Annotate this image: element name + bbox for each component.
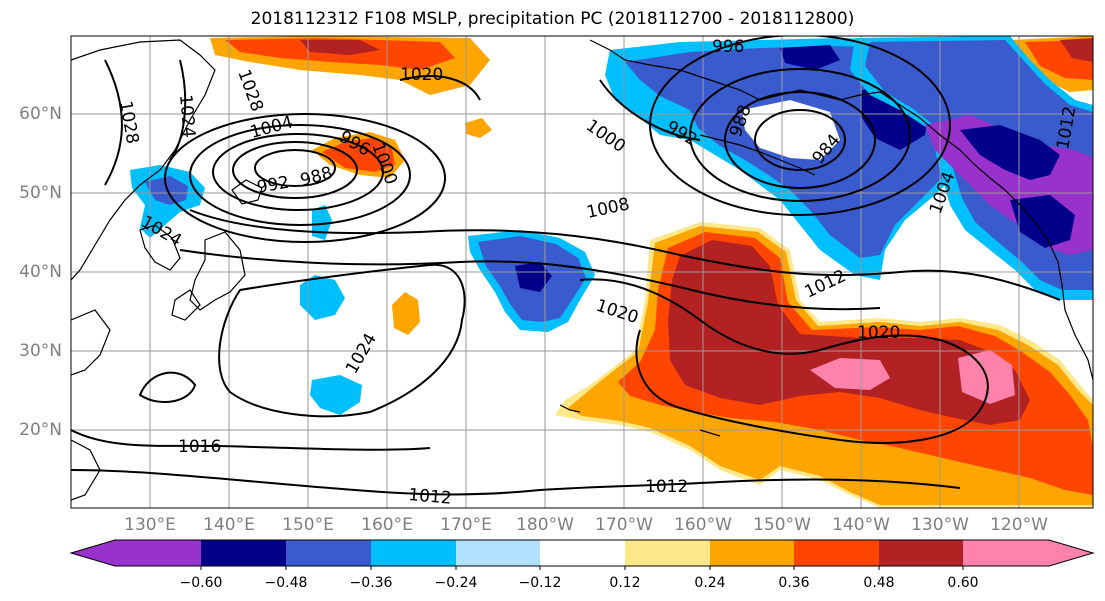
map-title: 2018112312 F108 MSLP, precipitation PC (… — [250, 9, 855, 29]
colorbar-bin — [456, 540, 540, 566]
lon-label: 140°E — [203, 515, 255, 535]
colorbar — [69, 539, 1095, 570]
lat-label: 40°N — [19, 262, 62, 282]
colorbar-bin — [286, 540, 371, 566]
lat-label: 30°N — [19, 341, 62, 361]
lat-label: 20°N — [19, 420, 62, 440]
lon-label: 150°W — [753, 515, 811, 535]
coastlines — [71, 39, 1093, 501]
colorbar-bin — [371, 540, 456, 566]
colorbar-tick-label: 0.60 — [947, 575, 979, 591]
colorbar-bin — [879, 540, 963, 566]
colorbar-tick-label: 0.24 — [694, 575, 726, 591]
lon-label: 180°W — [516, 515, 574, 535]
lat-label: 60°N — [19, 104, 62, 124]
colorbar-bin — [625, 540, 710, 566]
lon-label: 170°E — [440, 515, 492, 535]
colorbar-tick-label: −0.12 — [518, 575, 562, 591]
colorbar-tick-label: −0.60 — [179, 575, 223, 591]
colorbar-tick-label: 0.12 — [609, 575, 641, 591]
colorbar-bin — [540, 540, 625, 566]
precip-anomaly-fills — [130, 36, 1093, 508]
colorbar-bin — [710, 540, 794, 566]
colorbar-tick-label: −0.36 — [349, 575, 393, 591]
colorbar-extend-max — [1049, 540, 1093, 566]
colorbar-extend-min — [71, 540, 115, 566]
colorbar-tick-label: 0.36 — [778, 575, 810, 591]
lon-label: 160°W — [674, 515, 732, 535]
isobar-label: 1020 — [857, 323, 900, 343]
lon-label: 130°E — [124, 515, 176, 535]
lat-label: 50°N — [19, 183, 62, 203]
isobar-label: 1012 — [408, 485, 453, 509]
colorbar-tick-label: 0.48 — [863, 575, 895, 591]
lon-label: 160°E — [361, 515, 413, 535]
lon-label: 150°E — [282, 515, 334, 535]
colorbar-bin — [963, 540, 1049, 566]
lon-label: 130°W — [911, 515, 969, 535]
colorbar-bin — [794, 540, 879, 566]
colorbar-tick-label: −0.24 — [434, 575, 478, 591]
isobar-label: 996 — [712, 37, 744, 57]
colorbar-bin — [201, 540, 286, 566]
isobar-label: 1024 — [175, 94, 199, 139]
colorbar-tick-label: −0.48 — [264, 575, 308, 591]
lon-label: 120°W — [990, 515, 1048, 535]
isobars — [71, 36, 1061, 496]
isobar-label: 1020 — [400, 65, 443, 85]
isobar-label: 1016 — [178, 437, 221, 457]
graticule — [71, 36, 1093, 508]
lon-label: 140°W — [832, 515, 890, 535]
colorbar-bin — [115, 540, 201, 566]
isobar-label: 1012 — [645, 477, 688, 497]
map-frame — [70, 35, 1094, 509]
colorbar-outline — [69, 539, 1095, 567]
lon-label: 170°W — [595, 515, 653, 535]
